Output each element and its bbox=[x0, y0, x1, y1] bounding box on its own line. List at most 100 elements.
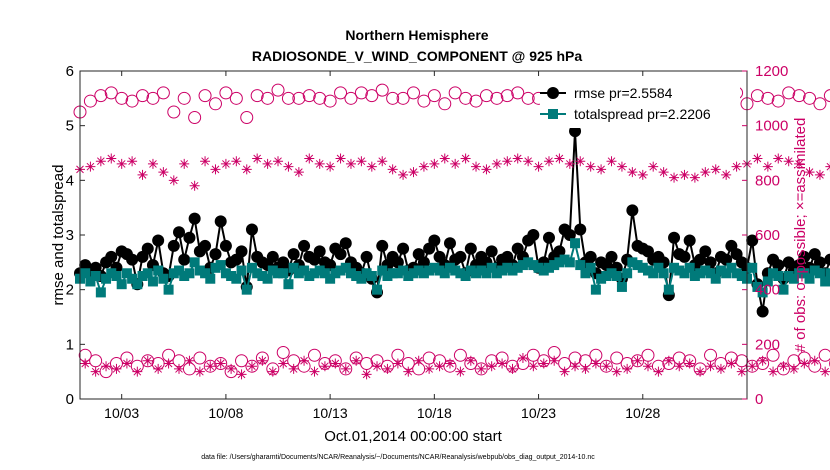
point-totalspread bbox=[585, 262, 596, 273]
point-obs-assimilated bbox=[502, 156, 513, 167]
point-totalspread bbox=[330, 268, 341, 279]
point-totalspread bbox=[669, 262, 680, 273]
point-totalspread bbox=[278, 268, 289, 279]
point-rmse bbox=[397, 242, 410, 255]
point-obs-assimilated bbox=[439, 153, 450, 164]
point-obs-assimilated bbox=[606, 156, 617, 167]
point-totalspread bbox=[804, 273, 815, 284]
point-rmse bbox=[464, 242, 477, 255]
point-obs-assimilated bbox=[345, 158, 356, 169]
point-obs-assimilated bbox=[611, 366, 622, 377]
point-obs-assimilated bbox=[507, 363, 518, 374]
point-obs-assimilated bbox=[465, 355, 476, 366]
point-obs-assimilated bbox=[596, 164, 607, 175]
point-rmse bbox=[141, 242, 154, 255]
point-rmse bbox=[313, 245, 326, 258]
point-totalspread bbox=[236, 265, 247, 276]
point-obs-assimilated bbox=[585, 161, 596, 172]
point-obs-possible bbox=[188, 110, 202, 124]
point-obs-possible bbox=[261, 91, 275, 105]
point-obs-assimilated bbox=[601, 361, 612, 372]
point-totalspread bbox=[444, 262, 455, 273]
point-obs-possible bbox=[453, 348, 467, 362]
point-obs-assimilated bbox=[351, 355, 362, 366]
point-rmse bbox=[188, 212, 201, 225]
point-obs-assimilated bbox=[418, 161, 429, 172]
x-tick-label: 10/13 bbox=[313, 405, 348, 421]
point-obs-assimilated bbox=[783, 156, 794, 167]
point-obs-assimilated bbox=[570, 361, 581, 372]
point-rmse bbox=[746, 234, 759, 247]
point-totalspread bbox=[747, 262, 758, 273]
point-rmse bbox=[183, 231, 196, 244]
point-totalspread bbox=[127, 273, 138, 284]
point-obs-assimilated bbox=[444, 358, 455, 369]
point-rmse bbox=[626, 204, 639, 217]
point-obs-possible bbox=[313, 91, 327, 105]
point-obs-assimilated bbox=[111, 363, 122, 374]
point-obs-assimilated bbox=[616, 161, 627, 172]
point-obs-possible bbox=[375, 83, 389, 97]
point-obs-assimilated bbox=[804, 167, 815, 178]
point-obs-possible bbox=[146, 91, 160, 105]
point-obs-possible bbox=[193, 351, 207, 365]
x-tick-label: 10/23 bbox=[521, 405, 556, 421]
point-totalspread bbox=[429, 262, 440, 273]
point-rmse bbox=[772, 259, 785, 272]
point-rmse bbox=[574, 223, 587, 236]
point-totalspread bbox=[627, 257, 638, 268]
point-rmse bbox=[214, 215, 227, 228]
x-tick-label: 10/18 bbox=[417, 405, 452, 421]
x-tick-label: 10/08 bbox=[208, 405, 243, 421]
point-totalspread bbox=[616, 281, 627, 292]
point-obs-possible bbox=[198, 89, 212, 103]
point-totalspread bbox=[257, 271, 268, 281]
point-obs-assimilated bbox=[622, 363, 633, 374]
point-obs-possible bbox=[94, 89, 108, 103]
point-totalspread bbox=[361, 268, 372, 279]
point-totalspread bbox=[695, 268, 706, 279]
point-obs-assimilated bbox=[372, 361, 383, 372]
point-totalspread bbox=[262, 273, 273, 284]
point-totalspread bbox=[517, 260, 528, 271]
point-totalspread bbox=[372, 284, 383, 295]
point-rmse bbox=[235, 245, 248, 258]
point-rmse bbox=[199, 239, 212, 252]
point-obs-assimilated bbox=[361, 369, 372, 380]
point-totalspread bbox=[637, 262, 648, 273]
point-obs-assimilated bbox=[752, 153, 763, 164]
point-rmse bbox=[360, 250, 373, 263]
point-obs-assimilated bbox=[299, 355, 310, 366]
point-totalspread bbox=[335, 265, 346, 276]
point-rmse bbox=[813, 256, 826, 269]
point-obs-assimilated bbox=[142, 355, 153, 366]
point-obs-assimilated bbox=[424, 363, 435, 374]
point-rmse bbox=[152, 234, 165, 247]
point-rmse bbox=[298, 239, 311, 252]
point-obs-assimilated bbox=[715, 363, 726, 374]
point-totalspread bbox=[319, 268, 330, 279]
point-totalspread bbox=[533, 262, 544, 273]
y-right-tick-label: 800 bbox=[755, 172, 780, 189]
point-obs-possible bbox=[167, 105, 181, 119]
point-obs-assimilated bbox=[564, 158, 575, 169]
point-totalspread bbox=[80, 268, 91, 279]
point-obs-assimilated bbox=[778, 361, 789, 372]
point-obs-assimilated bbox=[762, 161, 773, 172]
point-obs-assimilated bbox=[200, 156, 211, 167]
point-obs-assimilated bbox=[132, 366, 143, 377]
point-totalspread bbox=[502, 262, 513, 273]
point-rmse bbox=[209, 248, 222, 261]
point-obs-assimilated bbox=[257, 355, 268, 366]
point-obs-assimilated bbox=[392, 358, 403, 369]
point-totalspread bbox=[554, 257, 565, 268]
chart-subtitle: RADIOSONDE_V_WIND_COMPONENT @ 925 hPa bbox=[252, 48, 582, 64]
point-totalspread bbox=[314, 265, 325, 276]
point-obs-possible bbox=[438, 97, 452, 111]
point-obs-possible bbox=[214, 356, 228, 370]
series-obs_assimilated bbox=[75, 153, 830, 380]
point-obs-possible bbox=[750, 89, 764, 103]
point-obs-assimilated bbox=[549, 355, 560, 366]
x-axis-label: Oct.01,2014 00:00:00 start bbox=[324, 428, 502, 445]
